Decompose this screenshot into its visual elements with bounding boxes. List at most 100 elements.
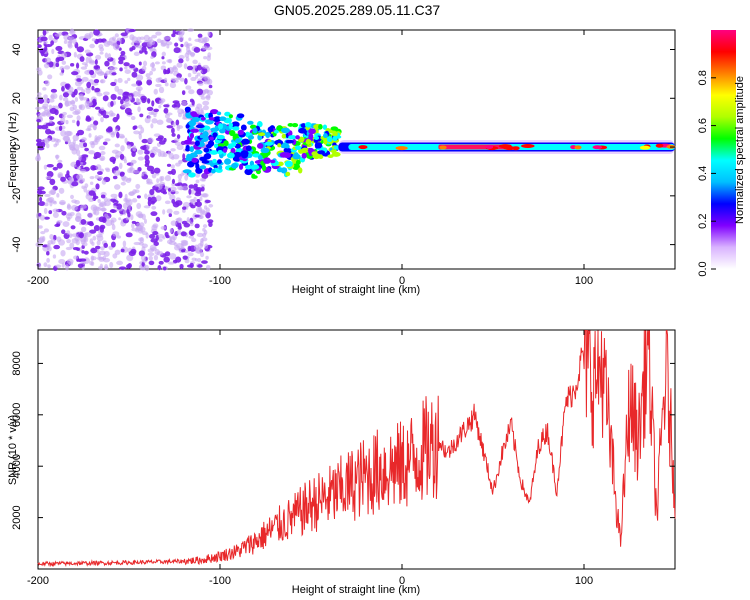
noise-blob (99, 155, 106, 162)
noise-blob (175, 200, 183, 206)
noise-blob (92, 206, 100, 211)
noise-blob (95, 245, 101, 250)
noise-blob (73, 88, 78, 96)
noise-blob (163, 107, 169, 114)
transition-blob (308, 133, 314, 140)
noise-blob (121, 104, 129, 108)
noise-blob (55, 264, 62, 268)
noise-blob (43, 262, 48, 268)
transition-blob (261, 164, 267, 172)
noise-blob (77, 263, 84, 269)
noise-blob (129, 47, 133, 52)
noise-blob (117, 77, 123, 83)
noise-blob (43, 94, 48, 100)
noise-blob (110, 66, 118, 70)
noise-blob (193, 196, 197, 203)
noise-blob (103, 250, 110, 257)
noise-blob (132, 91, 139, 97)
noise-blob (149, 234, 156, 239)
noise-blob (44, 202, 49, 207)
noise-blob (164, 200, 171, 205)
noise-blob (124, 137, 128, 144)
noise-blob (178, 159, 184, 163)
transition-blob (199, 165, 207, 170)
transition-blob (294, 145, 302, 151)
noise-blob (75, 159, 81, 166)
noise-blob (95, 164, 102, 171)
noise-blob (150, 123, 154, 129)
noise-blob (124, 193, 128, 201)
noise-blob (168, 152, 174, 159)
transition-blob (213, 143, 219, 149)
noise-blob (182, 206, 187, 210)
noise-blob (58, 258, 66, 264)
noise-blob (117, 96, 122, 100)
noise-blob (70, 63, 75, 67)
noise-blob (147, 199, 152, 207)
noise-blob (164, 231, 169, 238)
noise-blob (137, 81, 143, 86)
spectrogram-y-tick-label: 40 (11, 43, 23, 55)
noise-blob (76, 46, 85, 53)
noise-blob (89, 59, 95, 64)
noise-blob (110, 93, 117, 101)
noise-blob (54, 109, 59, 116)
noise-blob (119, 67, 123, 72)
noise-blob (171, 132, 176, 137)
noise-blob (81, 62, 88, 66)
noise-blob (132, 169, 140, 174)
noise-blob (126, 112, 133, 116)
noise-blob (80, 226, 87, 233)
spectrogram-y-tick-label: -20 (11, 188, 23, 204)
noise-blob (118, 59, 124, 65)
noise-blob (168, 213, 172, 218)
transition-blob (218, 165, 223, 170)
noise-blob (84, 33, 92, 40)
noise-blob (35, 106, 42, 110)
signal-peak (485, 144, 494, 149)
noise-blob (46, 111, 51, 116)
noise-blob (138, 133, 142, 140)
noise-blob (64, 130, 72, 137)
transition-blob (226, 152, 235, 159)
noise-blob (39, 236, 45, 243)
noise-blob (105, 168, 111, 173)
noise-blob (178, 54, 185, 60)
noise-blob (46, 257, 50, 263)
noise-blob (118, 56, 126, 61)
snr-y-tick-label: 8000 (11, 351, 23, 375)
noise-blob (98, 44, 104, 49)
noise-blob (114, 184, 121, 190)
transition-blob (228, 114, 234, 119)
noise-blob (179, 77, 185, 82)
noise-blob (199, 251, 205, 258)
noise-blob (120, 145, 125, 152)
transition-blob (244, 168, 253, 176)
noise-blob (126, 254, 134, 262)
noise-blob (107, 53, 112, 60)
noise-blob (201, 186, 205, 192)
noise-blob (81, 97, 89, 101)
noise-blob (37, 44, 42, 49)
noise-blob (147, 137, 154, 144)
noise-blob (129, 64, 136, 69)
transition-blob (332, 135, 338, 142)
transition-blob (285, 171, 291, 177)
transition-blob (223, 140, 229, 147)
noise-blob (148, 39, 156, 46)
noise-blob (197, 33, 203, 38)
noise-blob (58, 187, 65, 194)
noise-blob (155, 31, 162, 36)
noise-blob (42, 30, 47, 36)
transition-blob (189, 152, 198, 158)
noise-blob (87, 212, 94, 219)
noise-blob (37, 98, 45, 104)
noise-blob (148, 255, 154, 261)
noise-blob (93, 29, 100, 36)
noise-blob (59, 199, 66, 206)
noise-blob (43, 207, 48, 214)
noise-blob (203, 80, 210, 85)
noise-blob (163, 36, 171, 40)
noise-blob (138, 250, 145, 257)
noise-blob (112, 231, 120, 237)
